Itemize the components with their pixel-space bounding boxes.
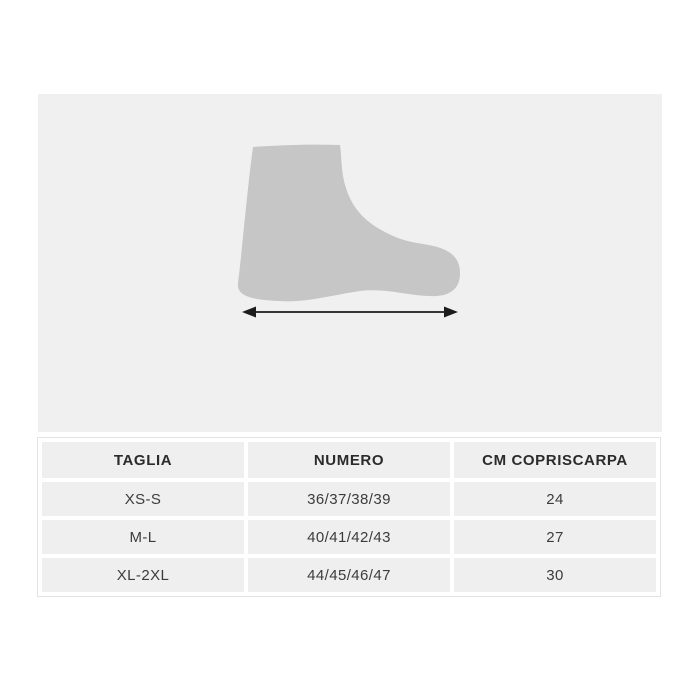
- cell-numero: 44/45/46/47: [248, 558, 450, 592]
- shoe-cover-figure-panel: [38, 94, 662, 432]
- width-measurement-arrow-icon: [242, 306, 458, 318]
- size-chart-table-header: TAGLIA NUMERO CM COPRISCARPA: [42, 442, 656, 478]
- size-chart-table-body: XS-S 36/37/38/39 24 M-L 40/41/42/43 27 X…: [42, 482, 656, 592]
- table-row: M-L 40/41/42/43 27: [42, 520, 656, 554]
- shoe-cover-silhouette-icon: [237, 144, 460, 302]
- table-row: XS-S 36/37/38/39 24: [42, 482, 656, 516]
- cell-cm: 30: [454, 558, 656, 592]
- cell-numero: 40/41/42/43: [248, 520, 450, 554]
- header-cm-copriscarpa: CM COPRISCARPA: [454, 442, 656, 478]
- table-row: XL-2XL 44/45/46/47 30: [42, 558, 656, 592]
- size-chart-table: TAGLIA NUMERO CM COPRISCARPA XS-S 36/37/…: [37, 437, 661, 597]
- cell-taglia: XL-2XL: [42, 558, 244, 592]
- header-row: TAGLIA NUMERO CM COPRISCARPA: [42, 442, 656, 478]
- cell-taglia: XS-S: [42, 482, 244, 516]
- cell-taglia: M-L: [42, 520, 244, 554]
- cell-cm: 24: [454, 482, 656, 516]
- shoe-cover-measurement-illustration: [237, 144, 460, 318]
- header-numero: NUMERO: [248, 442, 450, 478]
- header-taglia: TAGLIA: [42, 442, 244, 478]
- cell-numero: 36/37/38/39: [248, 482, 450, 516]
- cell-cm: 27: [454, 520, 656, 554]
